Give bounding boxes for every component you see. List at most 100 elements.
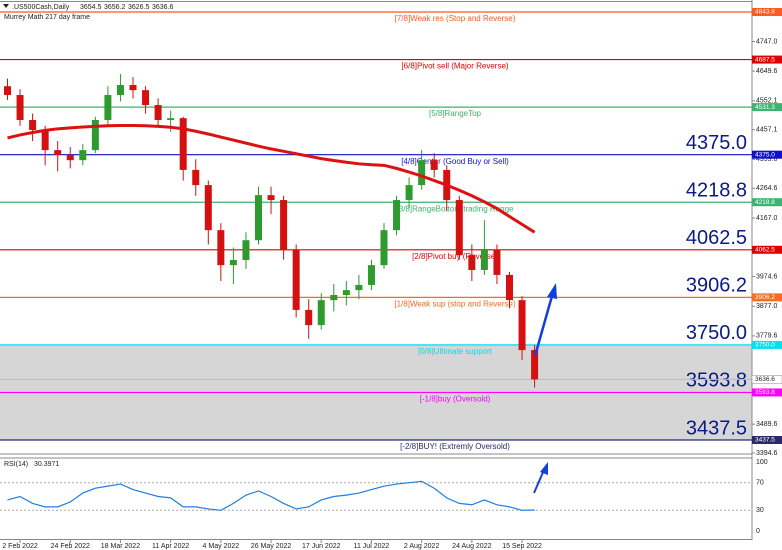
level-tag — [752, 8, 782, 17]
rsi-value: 30.3971 — [34, 461, 59, 468]
current-price-label: 3636.6 — [755, 376, 775, 383]
candle-body — [518, 300, 526, 351]
x-tick-label: 18 Mar 2022 — [101, 543, 140, 550]
candle-body — [280, 200, 288, 250]
x-tick-label: 11 Jul 2022 — [354, 543, 390, 550]
level-big-label: 3906.2 — [686, 275, 747, 297]
candle-body — [91, 119, 99, 151]
x-tick-label: 24 Feb 2022 — [51, 543, 90, 550]
moving-average — [7, 123, 536, 234]
quote-value: 3654.5 — [80, 4, 102, 11]
candle-body — [330, 294, 338, 301]
x-tick-label: 24 Aug 2022 — [452, 543, 491, 550]
quote-value: 3626.5 — [128, 4, 150, 11]
candle-body — [267, 195, 275, 201]
candle-body — [79, 150, 87, 161]
symbol: .US500Cash,Daily — [12, 4, 70, 11]
candle-body — [104, 95, 112, 120]
candle-body — [66, 154, 74, 161]
level-tag-label: 4687.5 — [755, 56, 775, 63]
candle-body — [455, 200, 463, 256]
level-tag-label: 3750.0 — [755, 342, 775, 349]
level-tag — [752, 436, 782, 445]
level-big-label: 4062.5 — [686, 227, 747, 249]
rsi-line — [7, 480, 535, 511]
candle-body — [242, 240, 250, 260]
y-tick-label: 4167.0 — [756, 215, 778, 222]
y-tick-label: 4264.6 — [756, 185, 778, 192]
level-tag-label: 3906.2 — [755, 294, 775, 301]
candle-body — [29, 119, 37, 131]
collapse-icon — [3, 4, 9, 8]
level-name: [7/8]Weak res (Stop and Reverse) — [395, 14, 516, 23]
level-tag-label: 3593.8 — [755, 389, 775, 396]
x-tick-label: 2 Aug 2022 — [404, 543, 440, 550]
level-name: [3/8]RangeBottom trading Range — [397, 204, 515, 213]
rsi-tick-label: 100 — [756, 459, 768, 466]
current-price-tag — [751, 375, 782, 384]
level-tag — [752, 340, 782, 349]
level-name: [1/8]Weak sup (stop and Reverse) — [394, 299, 516, 308]
candle-body — [154, 105, 162, 120]
x-tick-label: 17 Jun 2022 — [302, 543, 341, 550]
candle-body — [506, 274, 513, 301]
candle-body — [229, 259, 237, 266]
candle-body — [4, 86, 11, 96]
candle-body — [305, 309, 313, 326]
candle-body — [493, 249, 501, 275]
candle-body — [16, 95, 24, 120]
candle-body — [54, 150, 62, 155]
level-name: [4/8]Center (Good Buy or Sell) — [401, 157, 509, 166]
quote-value: 3656.2 — [104, 4, 126, 11]
level-tag — [752, 245, 782, 254]
candle-body — [393, 200, 401, 231]
rsi-tick-label: 30 — [756, 507, 764, 514]
y-tick-label: 3394.6 — [756, 450, 778, 457]
candle-body — [355, 284, 363, 291]
level-name: [0/8]Ultimate support — [418, 347, 493, 356]
candle-body — [367, 265, 375, 285]
candle-body — [116, 84, 124, 96]
x-tick-label: 15 Sep 2022 — [502, 543, 542, 550]
candle-body — [142, 90, 150, 106]
level-tag-label: 3437.5 — [755, 437, 775, 444]
candle-body — [217, 230, 225, 266]
level-big-label: 3593.8 — [686, 370, 747, 392]
candle-body — [317, 300, 325, 326]
quote-value: 3636.6 — [152, 4, 174, 11]
rsi-tick-label: 70 — [756, 480, 764, 487]
y-tick-label: 3489.6 — [756, 421, 778, 428]
level-name: [5/8]RangeTop — [429, 109, 482, 118]
level-tag — [752, 55, 782, 64]
level-big-label: 3437.5 — [686, 417, 747, 439]
candle-body — [405, 185, 413, 201]
x-tick-label: 4 May 2022 — [203, 543, 240, 550]
candle-body — [192, 169, 200, 186]
x-tick-label: 26 May 2022 — [251, 543, 292, 550]
level-tag — [752, 150, 782, 159]
candle-body — [204, 185, 212, 231]
rsi-name: RSI(14) — [4, 461, 28, 468]
level-name: [2/8]Pivot buy (Reverse) — [412, 252, 498, 261]
candle-body — [480, 249, 488, 271]
forecast-arrow — [533, 283, 557, 494]
y-tick-label: 3779.6 — [756, 333, 778, 340]
candle-body — [531, 350, 539, 380]
candle-body — [129, 84, 137, 91]
level-big-label: 3750.0 — [686, 322, 747, 344]
level-big-label: 4218.8 — [686, 180, 747, 202]
candle-body — [380, 230, 388, 266]
candle-body — [342, 290, 350, 295]
level-tag-label: 4375.0 — [755, 151, 775, 158]
level-name: [-1/8]buy (Oversold) — [420, 395, 491, 404]
x-tick-label: 2 Feb 2022 — [2, 543, 38, 550]
level-tag — [752, 198, 782, 207]
y-tick-label: 3877.0 — [756, 303, 778, 310]
rsi-tick-label: 0 — [756, 528, 760, 535]
candle-body — [468, 255, 476, 271]
candle-body — [41, 130, 49, 151]
x-tick-label: 11 Apr 2022 — [152, 543, 189, 550]
y-tick-label: 4457.1 — [756, 127, 778, 134]
level-tag — [752, 293, 782, 302]
